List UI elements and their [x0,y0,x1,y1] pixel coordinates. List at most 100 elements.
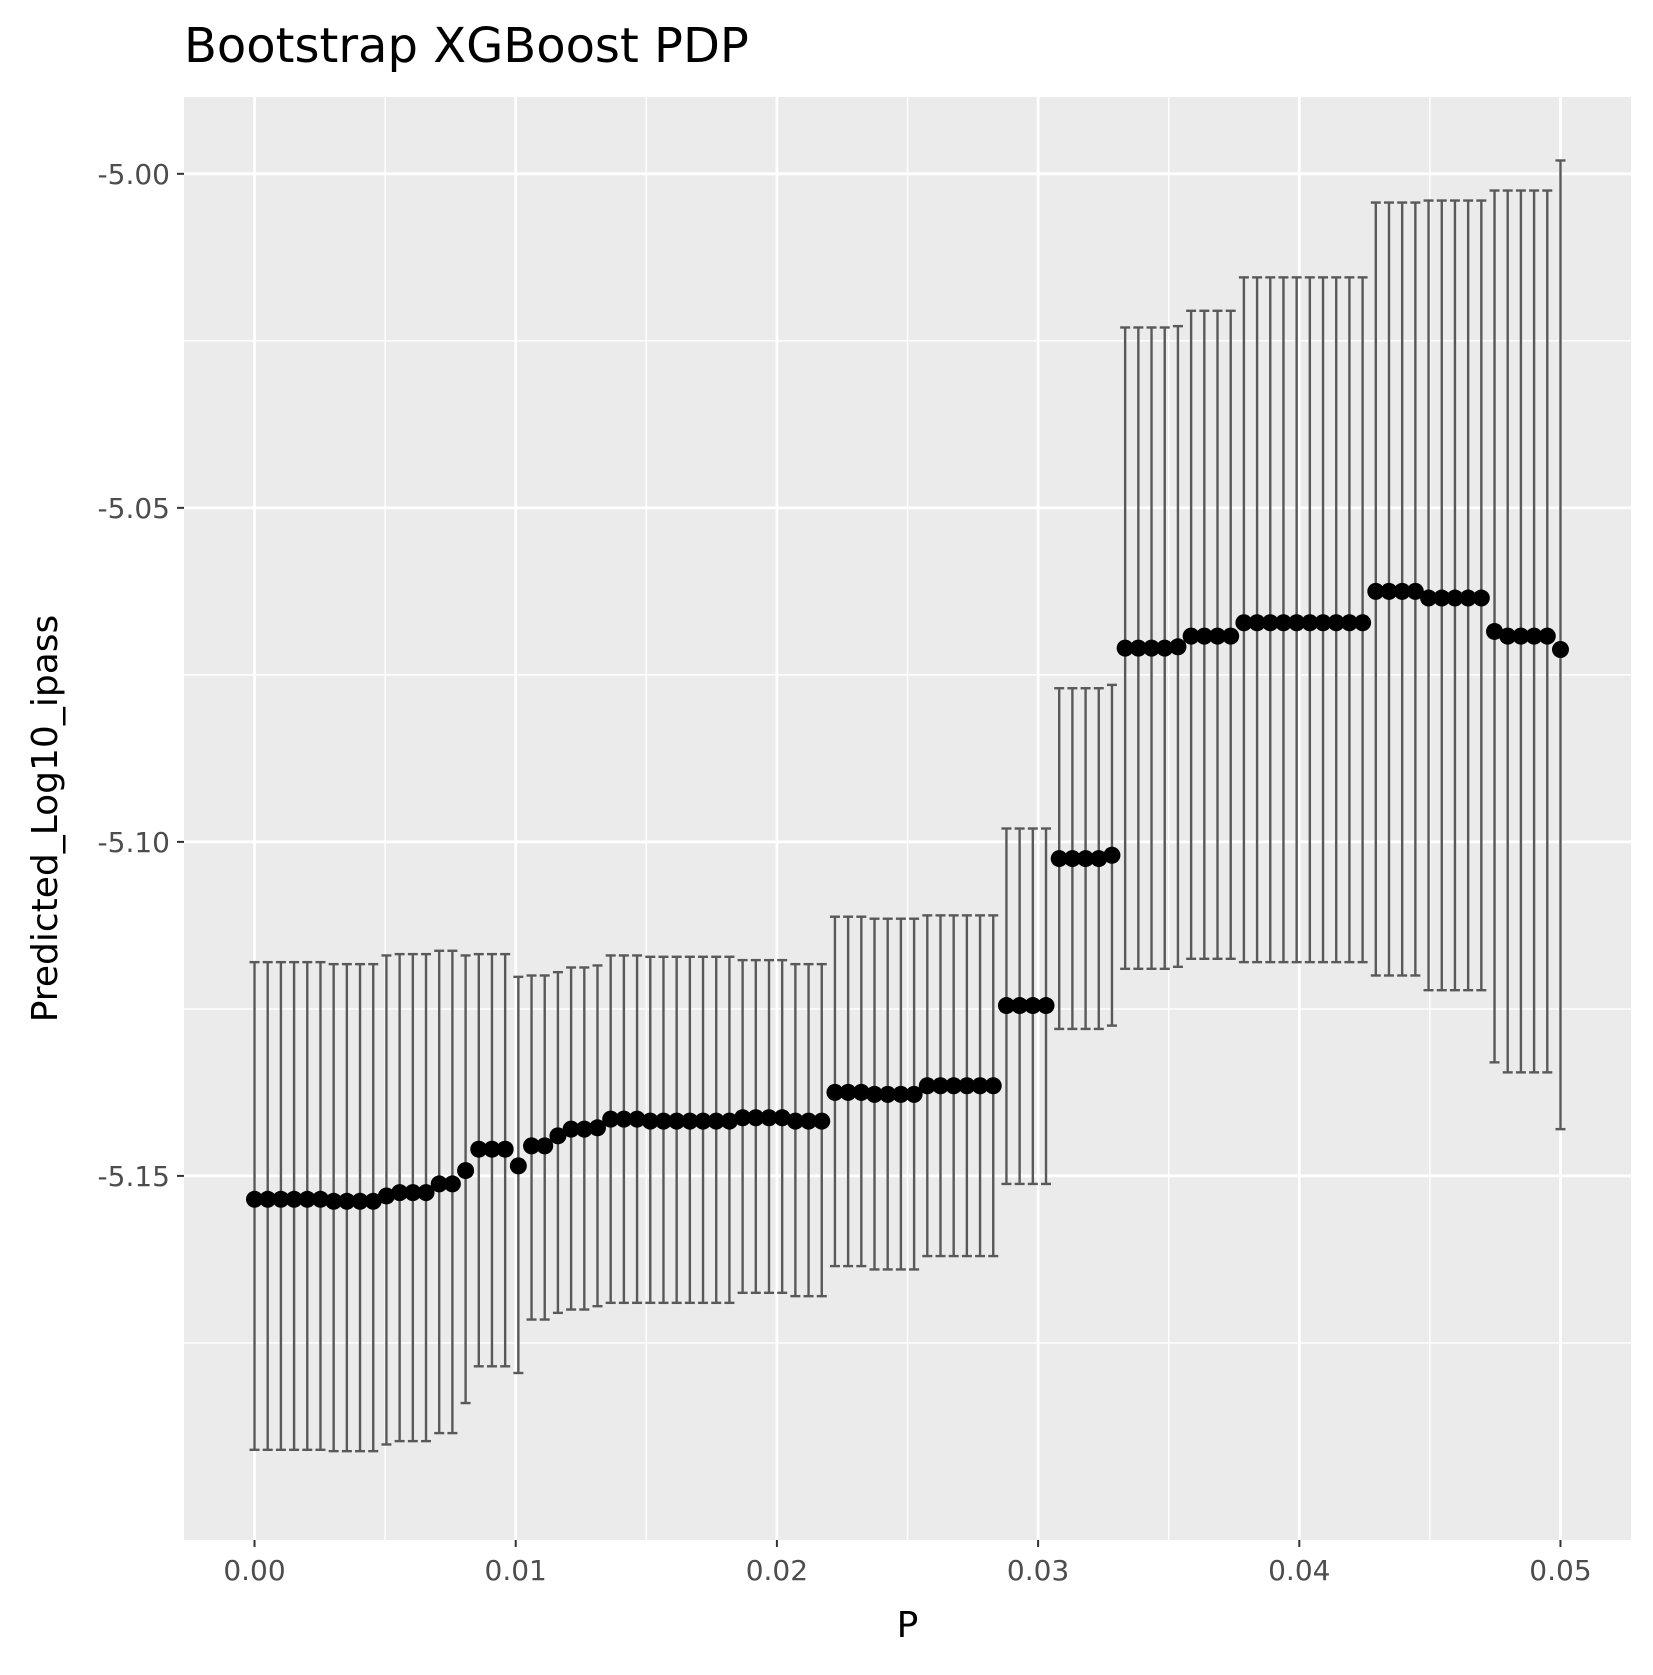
data-point [536,1137,554,1155]
data-point [641,1112,659,1130]
data-point [760,1109,778,1127]
data-point [958,1077,976,1095]
data-point [997,997,1015,1015]
data-point [1472,589,1490,607]
data-point [549,1127,567,1145]
data-point [1116,639,1134,657]
data-point [325,1192,343,1210]
data-point [1301,614,1319,632]
data-points [246,582,1569,1210]
data-point [1327,614,1345,632]
data-point [259,1190,277,1208]
data-point [668,1112,686,1130]
data-point [654,1112,672,1130]
y-axis-title: Predicted_Log10_ipass [25,615,66,1023]
data-point [377,1187,395,1205]
data-point [694,1112,712,1130]
data-point [1156,639,1174,657]
x-tick-label: 0.00 [223,1554,285,1587]
y-tick-label: -5.15 [98,1160,170,1193]
data-point [1103,846,1121,864]
data-point [351,1192,369,1210]
data-point [1512,627,1530,645]
data-point [1248,614,1266,632]
data-point [1420,589,1438,607]
data-point [1077,850,1095,868]
data-point [879,1085,897,1103]
data-point [1367,582,1385,600]
data-point [800,1112,818,1130]
data-point [1182,627,1200,645]
data-point [866,1085,884,1103]
data-point [1406,582,1424,600]
data-point [457,1162,475,1180]
data-point [483,1140,501,1158]
axis-ticks [177,172,1562,1547]
data-point [1340,614,1358,632]
data-point [1551,640,1569,658]
data-point [443,1175,461,1193]
data-point [984,1077,1002,1095]
data-point [470,1140,488,1158]
data-point [971,1077,989,1095]
data-point [1525,627,1543,645]
data-point [272,1190,290,1208]
data-point [588,1119,606,1137]
x-tick-label: 0.04 [1268,1554,1330,1587]
major-gridlines [184,97,1631,1540]
data-point [1195,627,1213,645]
data-point [1288,614,1306,632]
data-point [562,1120,580,1138]
data-point [1380,582,1398,600]
y-tick-label: -5.10 [98,826,170,859]
data-point [417,1184,435,1202]
data-point [1446,589,1464,607]
data-point [1037,997,1055,1015]
data-point [747,1109,765,1127]
y-axis-tick-labels: -5.00 -5.05 -5.10 -5.15 [98,158,170,1193]
chart-title: Bootstrap XGBoost PDP [184,18,749,74]
data-point [707,1112,725,1130]
data-point [628,1110,646,1128]
data-point [1261,614,1279,632]
data-point [839,1083,857,1101]
data-point [338,1192,356,1210]
data-point [681,1112,699,1130]
data-point [826,1083,844,1101]
data-point [430,1175,448,1193]
data-point [852,1083,870,1101]
data-point [246,1190,264,1208]
x-axis-title: P [897,1605,919,1646]
data-point [602,1110,620,1128]
data-point [1499,627,1517,645]
data-point [892,1085,910,1103]
data-point [1169,638,1187,656]
data-point [734,1109,752,1127]
data-point [1143,639,1161,657]
data-point [1011,997,1029,1015]
data-point [615,1110,633,1128]
data-point [1354,614,1372,632]
data-point [1459,589,1477,607]
x-tick-label: 0.03 [1007,1554,1069,1587]
data-point [298,1190,316,1208]
data-point [931,1077,949,1095]
y-tick-label: -5.05 [98,492,170,525]
x-axis-tick-labels: 0.00 0.01 0.02 0.03 0.04 0.05 [223,1554,1591,1587]
data-point [1486,622,1504,640]
data-point [813,1112,831,1130]
x-tick-label: 0.05 [1529,1554,1591,1587]
data-point [720,1112,738,1130]
x-tick-label: 0.02 [746,1554,808,1587]
x-tick-label: 0.01 [485,1554,547,1587]
data-point [1433,589,1451,607]
data-point [1274,614,1292,632]
data-point [364,1192,382,1210]
data-point [905,1085,923,1103]
y-tick-label: -5.00 [98,158,170,191]
data-point [1024,997,1042,1015]
data-point [918,1077,936,1095]
data-point [1129,639,1147,657]
data-point [773,1109,791,1127]
